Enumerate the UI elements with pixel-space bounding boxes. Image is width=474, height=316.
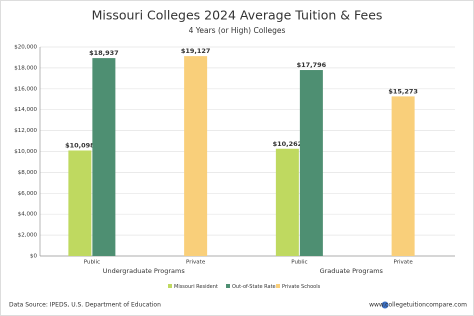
chart-title: Missouri Colleges 2024 Average Tuition &… <box>92 8 383 23</box>
chart-subtitle: 4 Years (or High) Colleges <box>189 26 286 35</box>
website: www.collegetuitioncompare.com <box>369 302 467 309</box>
group-label: Graduate Programs <box>320 267 384 275</box>
bar <box>92 58 116 256</box>
y-tick-label: $8,000 <box>18 170 38 176</box>
legend-swatch <box>168 284 172 288</box>
y-tick-label: $12,000 <box>14 128 37 134</box>
bar <box>299 70 323 256</box>
y-tick-label: $6,000 <box>18 191 38 197</box>
bar <box>68 150 92 256</box>
y-tick-label: $0 <box>30 254 37 260</box>
legend-label: Missouri Resident <box>174 284 218 290</box>
y-tick-label: $14,000 <box>14 107 37 113</box>
y-tick-label: $4,000 <box>18 212 38 218</box>
x-tick-label: Public <box>84 260 100 266</box>
bar <box>275 148 299 256</box>
y-tick-label: $10,000 <box>14 149 37 155</box>
y-tick-label: $20,000 <box>14 45 37 51</box>
y-tick-label: $18,000 <box>14 65 37 71</box>
y-tick-label: $2,000 <box>18 233 38 239</box>
bar <box>391 96 415 256</box>
value-label: $15,273 <box>388 87 418 95</box>
value-label: $10,262 <box>273 140 303 148</box>
legend-swatch <box>226 284 230 288</box>
value-label: $19,127 <box>181 47 211 55</box>
group-label: Undergraduate Programs <box>103 267 186 275</box>
site-icon <box>381 301 389 309</box>
x-tick-label: Private <box>394 260 414 266</box>
y-tick-label: $16,000 <box>14 86 37 92</box>
bar <box>184 56 208 256</box>
legend-swatch <box>276 284 280 288</box>
legend-label: Private Schools <box>282 284 321 290</box>
value-label: $18,937 <box>89 49 119 57</box>
x-tick-label: Private <box>186 260 206 266</box>
legend-label: Out-of-State Rate <box>232 284 276 290</box>
value-label: $10,098 <box>65 141 95 149</box>
data-source: Data Source: IPEDS, U.S. Department of E… <box>9 302 161 309</box>
value-label: $17,796 <box>297 61 327 69</box>
x-tick-label: Public <box>291 260 307 266</box>
